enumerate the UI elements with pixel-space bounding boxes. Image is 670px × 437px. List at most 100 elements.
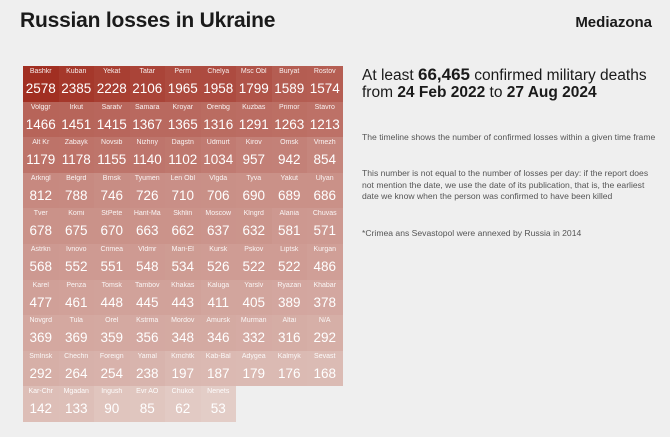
region-name: Orenbg bbox=[206, 103, 230, 111]
region-name: Orel bbox=[105, 317, 119, 325]
region-value: 686 bbox=[313, 187, 337, 203]
region-name: Omsk bbox=[280, 139, 299, 147]
region-name: Adygea bbox=[241, 352, 266, 360]
region-name: Tver bbox=[33, 210, 48, 218]
region-cell: Kab-Bal 187 bbox=[200, 350, 236, 387]
region-cell: N/A 292 bbox=[307, 315, 343, 351]
region-cell: Nenets 53 bbox=[200, 386, 236, 422]
region-cell: Orenbg 1316 bbox=[200, 101, 236, 138]
region-cell: Tver 678 bbox=[23, 208, 59, 244]
region-cell: Ulyan 686 bbox=[307, 172, 343, 209]
region-value: 957 bbox=[242, 152, 266, 168]
region-value: 522 bbox=[242, 259, 266, 274]
region-cell: Primor 1263 bbox=[271, 101, 307, 138]
region-name: Foreign bbox=[99, 352, 124, 360]
region-value: 411 bbox=[207, 294, 230, 310]
region-cell: Kursk 526 bbox=[200, 244, 236, 280]
region-cell: Stavro 1213 bbox=[307, 101, 343, 138]
region-cell: Adygea 179 bbox=[236, 350, 272, 387]
region-value: 369 bbox=[29, 330, 53, 346]
region-value: 1965 bbox=[167, 81, 198, 96]
region-cell: Zabayk 1178 bbox=[58, 137, 94, 173]
headline: At least 66,465 confirmed military death… bbox=[362, 66, 652, 101]
region-value: 526 bbox=[206, 259, 230, 274]
region-value: 942 bbox=[277, 152, 301, 168]
region-value: 53 bbox=[210, 401, 226, 417]
region-cell: Samara 1367 bbox=[129, 101, 165, 138]
region-name: Yarslv bbox=[244, 281, 264, 289]
region-cell: Kalmyk 176 bbox=[271, 350, 307, 387]
region-cell: Evr AO 85 bbox=[129, 386, 165, 422]
region-name: Tomsk bbox=[101, 281, 122, 289]
region-value: 1179 bbox=[26, 152, 56, 168]
region-name: Msc Obl bbox=[240, 68, 267, 75]
region-cell: Kaluga 411 bbox=[200, 279, 236, 316]
region-value: 1034 bbox=[203, 152, 234, 168]
region-name: Penza bbox=[66, 281, 87, 289]
region-value: 670 bbox=[100, 223, 124, 239]
region-cell: Rostov 1574 bbox=[307, 66, 343, 102]
region-value: 176 bbox=[277, 365, 301, 381]
region-value: 552 bbox=[64, 259, 88, 274]
region-value: 405 bbox=[242, 294, 266, 310]
region-cell: Kar-Chr 142 bbox=[23, 386, 59, 422]
region-value: 663 bbox=[135, 223, 159, 239]
region-value: 675 bbox=[64, 223, 88, 239]
headline-prefix: At least bbox=[362, 67, 418, 84]
region-name: Chuvas bbox=[312, 210, 337, 218]
region-name: Yamal bbox=[137, 352, 157, 360]
region-cell: Perm 1965 bbox=[165, 66, 201, 102]
region-name: Yakut bbox=[280, 174, 298, 182]
region-name: Pskov bbox=[244, 246, 264, 253]
total-deaths: 66,465 bbox=[418, 65, 470, 84]
region-cell: Arkngl 812 bbox=[23, 172, 59, 209]
region-value: 62 bbox=[175, 401, 191, 417]
region-value: 1140 bbox=[132, 152, 162, 168]
region-name: Vlgda bbox=[209, 174, 228, 182]
region-value: 254 bbox=[100, 365, 124, 381]
region-name: Chukot bbox=[171, 388, 194, 396]
region-cell: Crimea 551 bbox=[94, 244, 130, 280]
region-name: Rostov bbox=[313, 68, 336, 75]
region-name: Zabayk bbox=[64, 139, 88, 147]
region-value: 292 bbox=[29, 365, 53, 381]
region-cell: Vlgda 706 bbox=[200, 172, 236, 209]
region-value: 1263 bbox=[274, 116, 305, 132]
region-value: 378 bbox=[313, 294, 337, 310]
region-value: 448 bbox=[100, 294, 124, 310]
region-name: Vldmr bbox=[138, 246, 157, 253]
region-cell: Tyva 690 bbox=[236, 172, 272, 209]
region-name: Saratv bbox=[101, 103, 122, 111]
region-cell: Volggr 1466 bbox=[23, 101, 59, 138]
region-name: Irkut bbox=[69, 103, 84, 111]
region-name: Crimea bbox=[100, 246, 124, 253]
region-value: 1155 bbox=[97, 152, 127, 168]
region-value: 316 bbox=[277, 330, 301, 346]
region-name: Novsib bbox=[101, 139, 123, 147]
region-value: 477 bbox=[29, 294, 53, 310]
region-value: 1316 bbox=[203, 116, 234, 132]
to-label: to bbox=[485, 84, 507, 101]
region-cell: Tyumen 726 bbox=[129, 172, 165, 209]
region-cell: Amursk 346 bbox=[200, 315, 236, 351]
end-date: 27 Aug 2024 bbox=[506, 84, 597, 101]
region-value: 1451 bbox=[61, 116, 92, 132]
region-value: 1799 bbox=[238, 81, 269, 96]
region-cell: Moscow 637 bbox=[200, 208, 236, 244]
region-value: 812 bbox=[29, 187, 53, 203]
region-name: Khabar bbox=[313, 281, 337, 289]
region-value: 369 bbox=[64, 330, 88, 346]
region-name: Mordov bbox=[171, 317, 195, 325]
region-name: Stavro bbox=[314, 103, 335, 111]
region-value: 1291 bbox=[238, 116, 269, 132]
region-value: 726 bbox=[135, 187, 159, 203]
region-value: 2106 bbox=[132, 81, 163, 96]
region-cell: Ingush 90 bbox=[94, 386, 130, 422]
region-name: StPete bbox=[101, 210, 123, 218]
region-cell: Murman 332 bbox=[236, 315, 272, 351]
note-timeline: The timeline shows the number of confirm… bbox=[362, 132, 656, 142]
region-value: 197 bbox=[171, 365, 195, 381]
region-cell: Vrnezh 854 bbox=[307, 137, 343, 173]
region-value: 522 bbox=[277, 259, 301, 274]
region-cell: Yekat 2228 bbox=[94, 66, 130, 102]
